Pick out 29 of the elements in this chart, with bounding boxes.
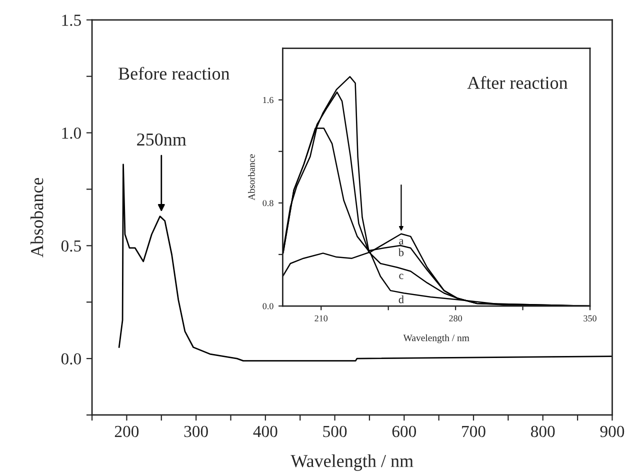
x-tick-label: 400 xyxy=(253,426,278,438)
y-axis-title: Absorbance xyxy=(248,154,255,200)
y-tick-label: 1.6 xyxy=(263,97,274,104)
y-tick-label: 0.5 xyxy=(61,240,81,252)
legend-label: a xyxy=(399,239,404,244)
annotation: 250nm xyxy=(137,133,186,146)
series-label: b xyxy=(398,248,404,256)
series-label: c xyxy=(399,274,404,280)
x-tick-label: 700 xyxy=(462,426,486,438)
x-tick-label: 500 xyxy=(323,426,347,438)
x-tick-label: 350 xyxy=(584,315,596,322)
x-tick-label: 600 xyxy=(392,426,416,438)
annotation: After reaction xyxy=(467,76,568,89)
y-tick-label: 0.8 xyxy=(262,200,274,206)
y-axis-title: Absobance xyxy=(30,178,44,258)
x-tick-label: 300 xyxy=(184,426,208,438)
y-tick-label: 0.0 xyxy=(262,303,274,310)
x-tick-label: 210 xyxy=(314,315,328,322)
x-tick-label: 200 xyxy=(114,426,139,438)
annotation: Before reaction xyxy=(118,66,230,80)
x-tick-label: 280 xyxy=(449,315,462,322)
y-tick-label: 1.0 xyxy=(62,127,81,139)
x-axis-title: Wavelength / nm xyxy=(290,454,414,471)
series-label: d xyxy=(398,295,404,304)
x-tick-label: 900 xyxy=(600,426,624,438)
y-tick-label: 1.5 xyxy=(62,14,81,26)
x-axis-title: Wavelength / nm xyxy=(403,334,470,344)
x-tick-label: 800 xyxy=(531,426,555,438)
y-tick-label: 0.0 xyxy=(61,353,81,365)
